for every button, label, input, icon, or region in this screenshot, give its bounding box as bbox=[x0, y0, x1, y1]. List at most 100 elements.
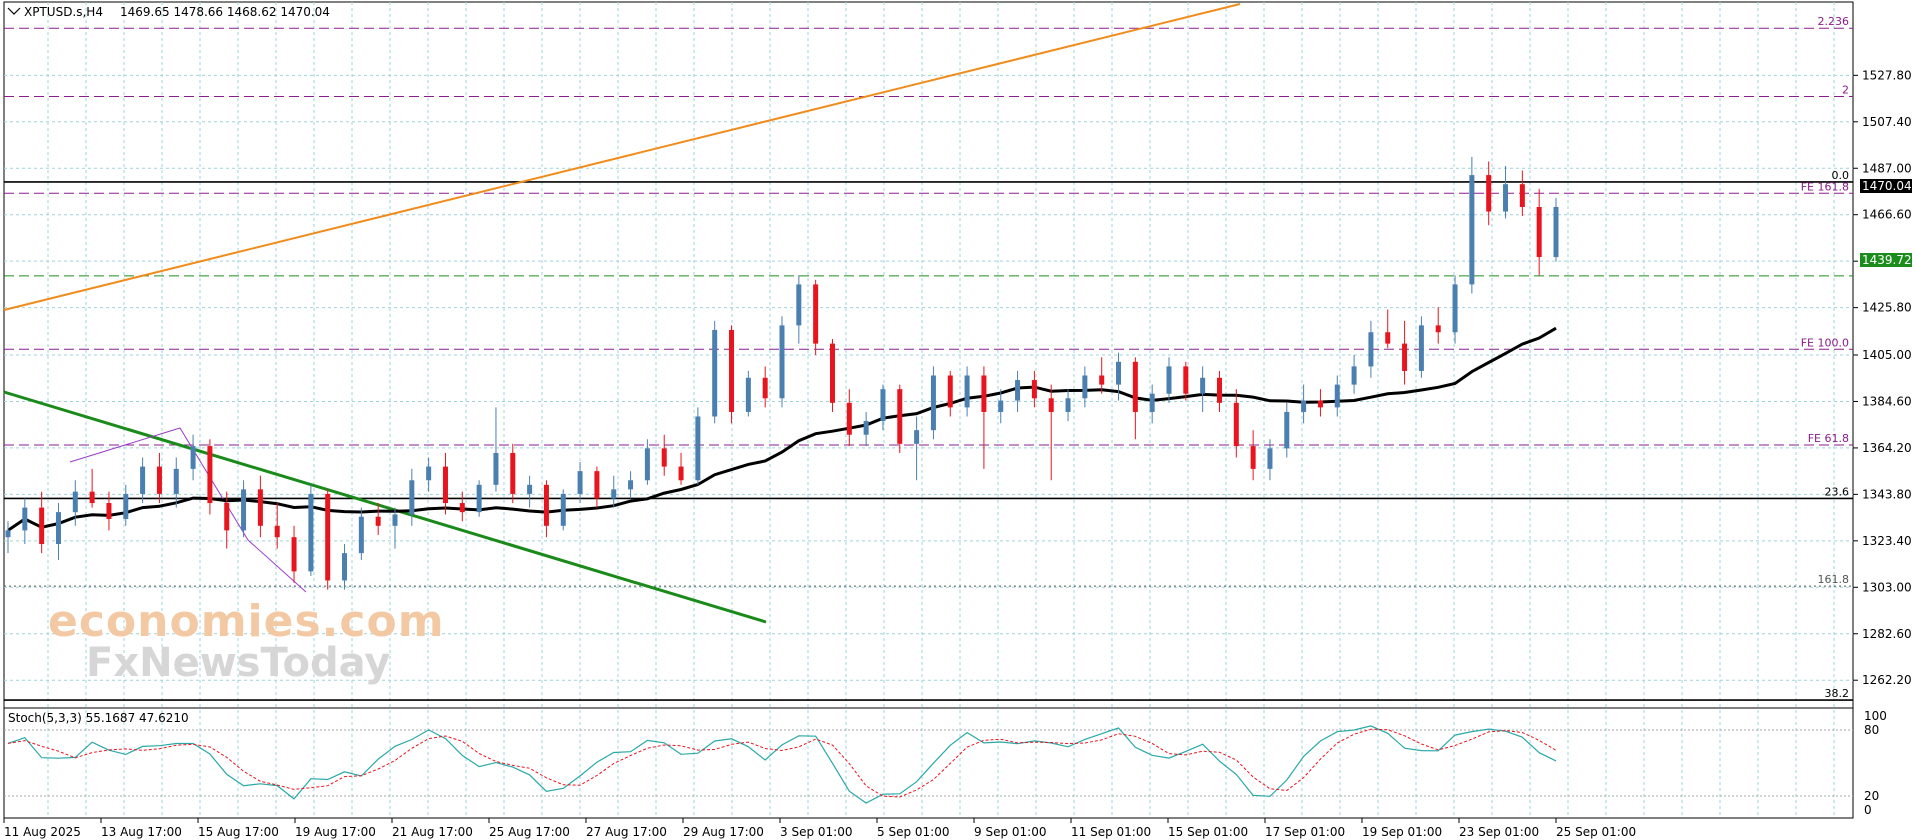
candle-body bbox=[762, 377, 768, 399]
candle-body bbox=[156, 466, 162, 494]
candle-body bbox=[1284, 411, 1290, 449]
candle-body bbox=[510, 452, 516, 494]
candle-body bbox=[1452, 284, 1458, 333]
x-tick-label: 25 Sep 01:00 bbox=[1556, 825, 1636, 839]
ohlc-label: 1469.65 1478.66 1468.62 1470.04 bbox=[120, 5, 330, 19]
candle-body bbox=[274, 525, 280, 538]
level-label-8: 161.8 bbox=[1818, 573, 1850, 586]
candle-body bbox=[342, 553, 348, 581]
moving-average-line bbox=[7, 326, 1557, 532]
level-label-1: 2 bbox=[1842, 84, 1849, 97]
stoch-scale-100: 100 bbox=[1864, 709, 1887, 723]
candle-body bbox=[1469, 175, 1475, 285]
candle-body bbox=[1132, 361, 1138, 412]
candle-body bbox=[846, 402, 852, 435]
candle-body bbox=[173, 468, 179, 494]
candle-body bbox=[1368, 332, 1374, 367]
y-tick-label: 1425.80 bbox=[1862, 301, 1912, 315]
x-tick-label: 5 Sep 01:00 bbox=[877, 825, 949, 839]
x-tick-label: 17 Sep 01:00 bbox=[1265, 825, 1345, 839]
x-tick-label: 11 Sep 01:00 bbox=[1071, 825, 1151, 839]
green-downtrend-line[interactable] bbox=[3, 390, 767, 624]
candle-body bbox=[1183, 366, 1189, 394]
support-price-tag: 1439.72 bbox=[1860, 253, 1912, 267]
candle-body bbox=[190, 446, 196, 469]
candle-body bbox=[123, 493, 129, 519]
candle-body bbox=[140, 466, 146, 494]
stoch-d-line bbox=[7, 728, 1557, 798]
x-tick-label: 27 Aug 17:00 bbox=[586, 825, 667, 839]
stoch-scale-20: 20 bbox=[1864, 789, 1879, 803]
x-tick-label: 13 Aug 17:00 bbox=[101, 825, 182, 839]
candle-body bbox=[5, 530, 11, 538]
level-label-9: 38.2 bbox=[1825, 687, 1850, 700]
candle-body bbox=[1116, 361, 1122, 385]
candle-body bbox=[796, 284, 802, 326]
candle-body bbox=[1216, 377, 1222, 403]
time-axis: 11 Aug 2025 13 Aug 17:00 15 Aug 17:00 19 Au… bbox=[3, 818, 1636, 839]
candle-body bbox=[224, 503, 230, 531]
candle-body bbox=[930, 375, 936, 431]
orange-trendline[interactable] bbox=[3, 3, 1241, 311]
svg-text:1439.72: 1439.72 bbox=[1862, 253, 1912, 267]
candle-body bbox=[729, 329, 735, 412]
x-tick-label: 29 Aug 17:00 bbox=[683, 825, 764, 839]
candle-body bbox=[661, 448, 667, 467]
level-label-2: 0.0 bbox=[1832, 169, 1850, 182]
level-label-0: 2.236 bbox=[1818, 15, 1850, 28]
candle-body bbox=[1166, 366, 1172, 394]
price-axis: 1527.801507.401487.001466.601446.201425.… bbox=[1853, 68, 1912, 687]
stoch-scale-80: 80 bbox=[1864, 723, 1879, 737]
candle-body bbox=[964, 375, 970, 408]
watermark-economies: economies.com bbox=[48, 596, 445, 647]
candle-body bbox=[1301, 400, 1307, 412]
candle-body bbox=[1267, 448, 1273, 469]
stoch-pane-frame bbox=[3, 707, 1854, 819]
candle-body bbox=[695, 416, 701, 481]
y-tick-label: 1303.00 bbox=[1862, 580, 1912, 594]
x-tick-label: 21 Aug 17:00 bbox=[392, 825, 473, 839]
chart-header: XPTUSD.s,H4 1469.65 1478.66 1468.62 1470… bbox=[7, 5, 330, 19]
candle-body bbox=[1435, 325, 1441, 333]
x-tick-label: 19 Sep 01:00 bbox=[1362, 825, 1442, 839]
candle-body bbox=[459, 503, 465, 513]
candle-body bbox=[880, 389, 886, 422]
symbol-label: XPTUSD.s,H4 bbox=[24, 5, 103, 19]
candle-body bbox=[981, 375, 987, 412]
candle-body bbox=[1015, 380, 1021, 401]
y-tick-label: 1487.00 bbox=[1862, 161, 1912, 175]
y-tick-label: 1262.20 bbox=[1862, 673, 1912, 687]
candle-body bbox=[1031, 380, 1037, 399]
candle-body bbox=[1402, 343, 1408, 371]
current-price-tag: 1470.04 bbox=[1860, 179, 1912, 193]
level-label-5: FE 100.0 bbox=[1801, 336, 1849, 349]
y-tick-label: 1323.40 bbox=[1862, 534, 1912, 548]
candle-body bbox=[1250, 446, 1256, 469]
candle-body bbox=[1486, 175, 1492, 212]
candle-body bbox=[560, 493, 566, 526]
candle-body bbox=[476, 484, 482, 513]
candle-body bbox=[1553, 206, 1559, 258]
candle-body bbox=[325, 493, 331, 581]
x-tick-label: 19 Aug 17:00 bbox=[295, 825, 376, 839]
x-tick-label: 15 Sep 01:00 bbox=[1168, 825, 1248, 839]
y-tick-label: 1466.60 bbox=[1862, 208, 1912, 222]
candle-body bbox=[712, 329, 718, 417]
y-tick-label: 1364.20 bbox=[1862, 441, 1912, 455]
candle-body bbox=[628, 480, 634, 490]
level-label-3: FE 161.8 bbox=[1801, 180, 1849, 193]
y-tick-label: 1527.80 bbox=[1862, 68, 1912, 82]
svg-text:1470.04: 1470.04 bbox=[1862, 179, 1912, 193]
candle-body bbox=[813, 284, 819, 344]
candle-body bbox=[1503, 184, 1509, 212]
candle-body bbox=[644, 448, 650, 481]
candle-body bbox=[392, 514, 398, 526]
y-tick-label: 1405.00 bbox=[1862, 348, 1912, 362]
candle-body bbox=[1536, 206, 1542, 258]
candle-body bbox=[897, 389, 903, 444]
y-tick-label: 1343.80 bbox=[1862, 487, 1912, 501]
candle-body bbox=[207, 446, 213, 504]
candle-body bbox=[779, 325, 785, 399]
candle-body bbox=[611, 489, 617, 499]
